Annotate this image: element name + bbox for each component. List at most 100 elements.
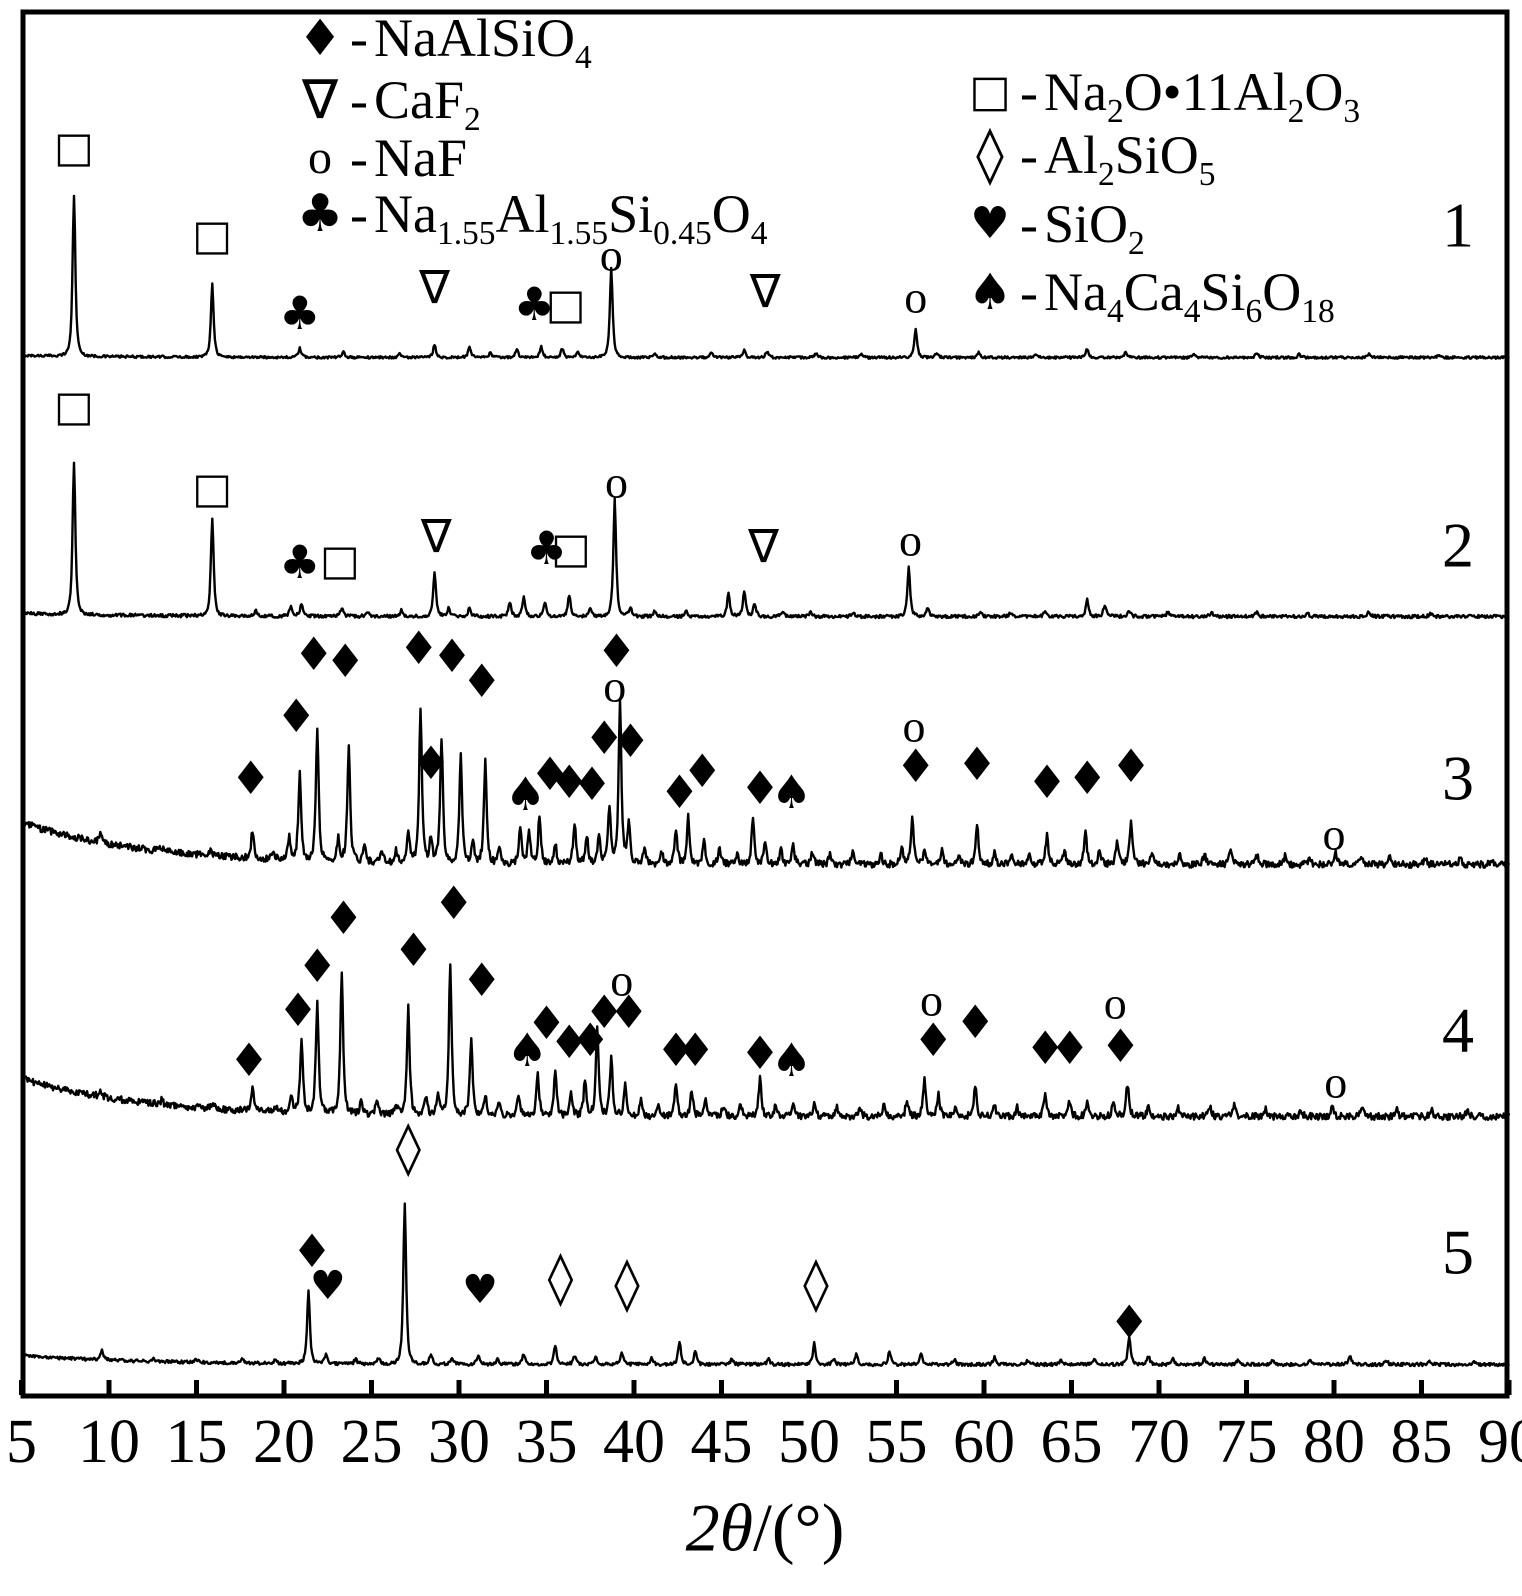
legend-formula: Na1.55Al1.55Si0.45O4 xyxy=(373,184,768,252)
legend-formula: NaF xyxy=(373,128,467,188)
phase-marker: □ xyxy=(320,536,360,585)
phase-marker: ♠ xyxy=(771,1033,812,1087)
phase-marker: ♦ xyxy=(955,995,996,1049)
phase-marker: ♦ xyxy=(398,621,439,675)
phase-marker: o xyxy=(1324,1057,1347,1108)
phase-marker: o xyxy=(605,457,628,508)
phase-marker: ♦ xyxy=(325,634,366,688)
phase-marker: ♦ xyxy=(659,765,700,819)
legend-row: o - NaF xyxy=(292,131,467,185)
phase-marker: ♦ xyxy=(655,1023,696,1077)
phase-marker: ♠ xyxy=(507,1023,548,1077)
phase-marker: □ xyxy=(192,464,232,513)
tick-label: 80 xyxy=(1303,1408,1365,1476)
legend-row: ◊ - Al2SiO5 xyxy=(962,125,1216,193)
phase-marker: ♦ xyxy=(291,1224,332,1278)
phase-marker: ♦ xyxy=(529,747,570,801)
phase-marker: ♦ xyxy=(584,985,625,1039)
tick-label: 30 xyxy=(428,1408,490,1476)
legend-row: ♥ - SiO2 xyxy=(962,194,1145,262)
phase-marker: ♦ xyxy=(571,757,612,811)
sample-label-4: 4 xyxy=(1442,995,1474,1066)
phase-marker: ♦ xyxy=(461,953,502,1007)
tick-label: 40 xyxy=(603,1408,665,1476)
phase-marker: ♦ xyxy=(608,985,649,1039)
phase-marker: ♦ xyxy=(610,714,651,768)
phase-marker: o xyxy=(904,272,927,323)
phase-marker: ♦ xyxy=(549,1015,590,1069)
phase-marker: ♠ xyxy=(505,767,546,821)
phase-marker: o xyxy=(610,955,633,1006)
xrd-trace-1 xyxy=(21,194,1510,360)
phase-marker: ♦ xyxy=(570,1013,611,1067)
square-open-icon: □ xyxy=(969,66,1011,117)
tick-label: 70 xyxy=(1128,1408,1190,1476)
plot-border xyxy=(20,9,1510,1399)
legend-dash: - xyxy=(1020,194,1038,254)
phase-marker: ∇ xyxy=(418,260,450,314)
phase-marker: □ xyxy=(54,123,94,172)
tick-label: 45 xyxy=(691,1408,753,1476)
phase-marker: ♥ xyxy=(310,1263,346,1309)
legend-formula: NaAlSiO4 xyxy=(373,8,592,76)
phase-marker: ∇ xyxy=(420,509,452,563)
tick-label: 20 xyxy=(253,1408,315,1476)
phase-marker: ♦ xyxy=(323,891,364,945)
phase-marker: o xyxy=(899,515,922,566)
phase-marker: ♦ xyxy=(549,755,590,809)
phase-marker: ♦ xyxy=(739,1026,780,1080)
circle-o-icon: o xyxy=(308,131,332,184)
sample-label-3: 3 xyxy=(1442,743,1474,814)
phase-marker: ♦ xyxy=(526,996,567,1050)
phase-marker: ♦ xyxy=(297,939,338,993)
phase-marker: ◊ xyxy=(614,1254,640,1314)
phase-marker: ♦ xyxy=(1110,739,1151,793)
phase-marker: o xyxy=(1104,978,1127,1029)
tick-label: 60 xyxy=(953,1408,1015,1476)
phase-marker: ♣ xyxy=(526,521,567,575)
sample-label-5: 5 xyxy=(1442,1217,1474,1288)
tick-label: 15 xyxy=(166,1408,228,1476)
phase-marker: o xyxy=(920,975,943,1026)
tick-label: 75 xyxy=(1216,1408,1278,1476)
phase-marker: ◊ xyxy=(395,1118,421,1178)
phase-marker: □ xyxy=(192,211,232,260)
legend-formula: CaF2 xyxy=(373,70,481,138)
phase-marker: ♦ xyxy=(675,1023,716,1077)
heart-icon: ♥ xyxy=(970,198,1010,249)
xrd-trace-5 xyxy=(20,1202,1511,1368)
tick-label: 35 xyxy=(516,1408,578,1476)
legend-dash: - xyxy=(1020,262,1038,322)
legend-dash: - xyxy=(350,70,368,130)
phase-marker: o xyxy=(600,230,623,281)
phase-marker: ∇ xyxy=(747,519,779,573)
legend-row: ♣ - Na1.55Al1.55Si0.45O4 xyxy=(292,184,768,252)
phase-marker: ♦ xyxy=(1026,755,1067,809)
phase-marker: ♦ xyxy=(1067,751,1108,805)
club-icon: ♣ xyxy=(296,184,344,244)
phase-marker: ♦ xyxy=(596,624,637,678)
phase-marker: ♦ xyxy=(277,983,318,1037)
phase-marker: ∇ xyxy=(749,264,781,318)
phase-marker: ◊ xyxy=(548,1248,574,1308)
tick-label: 50 xyxy=(778,1408,840,1476)
tick-label: 10 xyxy=(78,1408,140,1476)
phase-marker: ♦ xyxy=(293,627,334,681)
phase-marker: ♠ xyxy=(771,765,812,819)
legend-formula: Na2O•11Al2O3 xyxy=(1043,62,1361,130)
phase-marker: o xyxy=(1323,809,1346,860)
phase-marker: □ xyxy=(551,524,591,573)
phase-marker: ♦ xyxy=(1109,1295,1150,1349)
legend-formula: SiO2 xyxy=(1043,194,1145,262)
phase-marker: ♦ xyxy=(956,737,997,791)
tick-label: 90 xyxy=(1478,1408,1522,1476)
phase-marker: ♣ xyxy=(279,286,320,340)
phase-marker: ♣ xyxy=(514,277,555,331)
legend-dash: - xyxy=(1020,62,1038,122)
legend-row: ♦ - NaAlSiO4 xyxy=(292,8,592,76)
phase-marker: ♦ xyxy=(895,739,936,793)
legend-formula: Al2SiO5 xyxy=(1043,125,1216,193)
phase-marker: ♦ xyxy=(410,736,451,790)
